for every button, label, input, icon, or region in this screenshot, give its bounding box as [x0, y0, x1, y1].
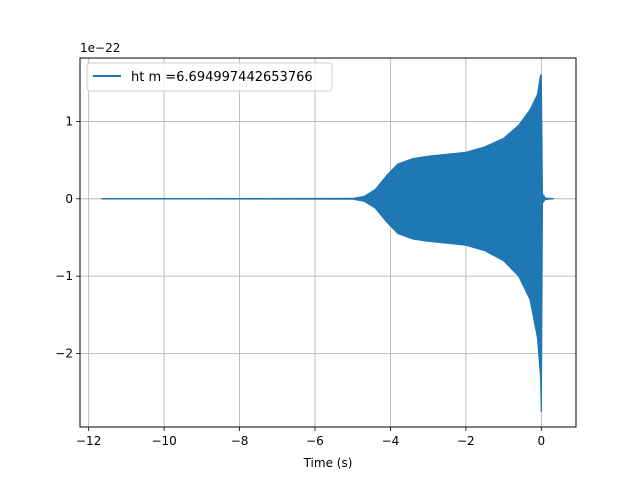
x-axis-label: Time (s)	[303, 456, 353, 470]
x-tick-label: −12	[76, 434, 101, 448]
x-tick-label: 0	[537, 434, 545, 448]
y-offset-label: 1e−22	[80, 41, 120, 55]
x-tick-label: −2	[457, 434, 475, 448]
y-tick-label: −1	[55, 269, 73, 283]
x-tick-label: −10	[151, 434, 176, 448]
y-tick-label: 1	[65, 114, 73, 128]
plot-area	[101, 74, 554, 413]
x-tick-label: −8	[231, 434, 249, 448]
x-tick-label: −4	[382, 434, 400, 448]
y-axis: −2 −1 0 1	[55, 114, 80, 361]
y-tick-label: −2	[55, 347, 73, 361]
legend-entry-label: ht m =6.694997442653766	[131, 70, 313, 85]
legend: ht m =6.694997442653766	[86, 62, 333, 92]
x-axis: −12 −10 −8 −6 −4 −2 0	[76, 427, 545, 448]
legend-box	[86, 62, 333, 92]
series-waveform	[101, 74, 554, 413]
y-tick-label: 0	[65, 192, 73, 206]
axes-frame	[79, 57, 577, 428]
x-tick-label: −6	[306, 434, 324, 448]
